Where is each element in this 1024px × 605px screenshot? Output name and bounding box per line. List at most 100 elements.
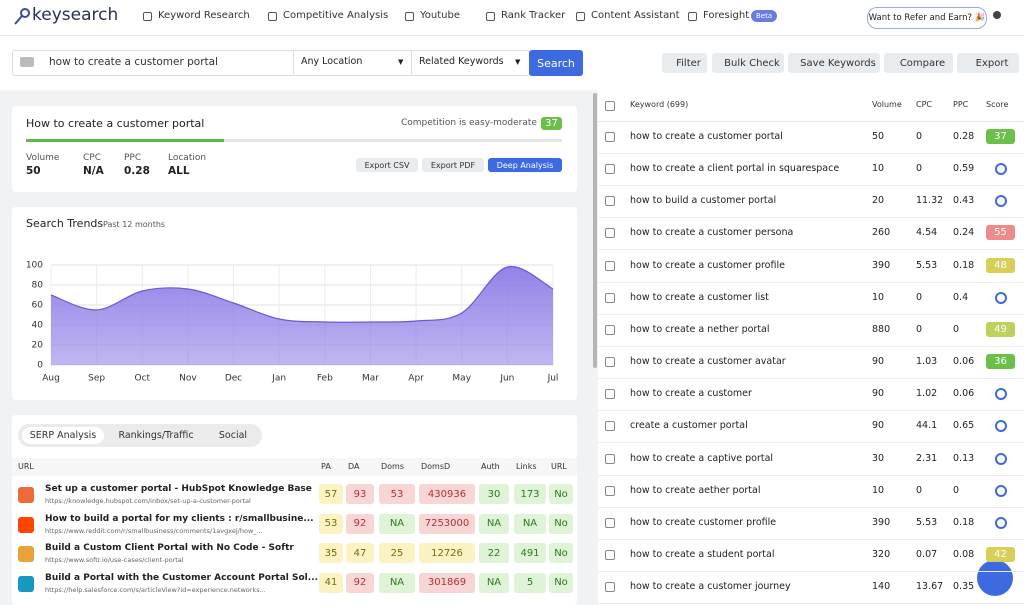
nav-item[interactable]: Rank Tracker <box>501 10 566 21</box>
score-search-icon[interactable] <box>995 388 1007 401</box>
score-search-icon[interactable] <box>995 163 1007 176</box>
nav-item[interactable]: Content Assistant <box>591 10 680 21</box>
divider <box>598 313 1024 315</box>
row-checkbox[interactable] <box>605 389 615 400</box>
result-title[interactable]: Set up a customer portal - HubSpot Knowl… <box>45 484 312 494</box>
mode-select[interactable]: Related Keywords <box>411 50 527 74</box>
row-checkbox[interactable] <box>605 292 615 303</box>
score-search-icon[interactable] <box>995 420 1007 433</box>
header-checkbox[interactable] <box>605 101 615 111</box>
score[interactable]: 37 <box>986 129 1015 144</box>
score[interactable]: 55 <box>986 225 1015 241</box>
keyword-metric: 0 <box>953 323 960 335</box>
row-checkbox[interactable] <box>605 357 615 368</box>
row-checkbox[interactable] <box>605 228 615 239</box>
y-tick-label: 20 <box>32 341 44 351</box>
serp-metric: 301869 <box>419 572 475 593</box>
score[interactable]: 42 <box>986 546 1015 562</box>
keyword-metric: 20 <box>872 195 885 207</box>
keyword-column[interactable]: Volume <box>872 100 902 109</box>
keyword[interactable]: how to create a customer profile <box>630 259 785 271</box>
keyword-column[interactable]: PPC <box>953 100 969 109</box>
score-search-icon[interactable] <box>995 291 1007 304</box>
score-search-icon[interactable] <box>995 516 1007 529</box>
x-tick-label: Aug <box>42 374 60 384</box>
tool-button[interactable]: Save Keywords <box>788 53 880 73</box>
folder-icon[interactable] <box>20 57 34 67</box>
nav-item[interactable]: Keyword Research <box>158 10 250 21</box>
x-tick-label: May <box>452 374 471 384</box>
keyword-metric: 50 <box>872 131 885 142</box>
tool-button[interactable]: Filter <box>662 53 707 73</box>
nav-item[interactable]: Foresight <box>703 10 750 21</box>
summary-title: How to create a customer portal <box>26 117 205 130</box>
keyword[interactable]: how to build a customer portal <box>630 195 777 207</box>
row-checkbox[interactable] <box>605 421 615 432</box>
keyword-metric: 0.06 <box>953 388 975 400</box>
keyword-metric: 90 <box>872 356 885 368</box>
nav-item[interactable]: Youtube <box>420 10 460 21</box>
score[interactable]: 36 <box>986 354 1015 370</box>
tool-button[interactable]: Compare <box>884 53 953 73</box>
divider <box>598 217 1024 219</box>
nav-item[interactable]: Competitive Analysis <box>283 10 389 21</box>
keyword[interactable]: how to create a captive portal <box>630 452 774 464</box>
keyword[interactable]: how to create customer profile <box>630 516 777 528</box>
score[interactable]: 49 <box>986 321 1015 337</box>
score-search-icon[interactable] <box>995 581 1007 594</box>
score-search-icon[interactable] <box>995 452 1007 465</box>
keyword[interactable]: how to create a customer persona <box>630 227 794 239</box>
row-checkbox[interactable] <box>605 132 615 142</box>
result-title[interactable]: Build a Portal with the Customer Account… <box>45 572 319 583</box>
keyword[interactable]: how to create a student portal <box>630 548 775 560</box>
row-checkbox[interactable] <box>605 549 615 560</box>
keyword[interactable]: how to create a customer portal <box>630 131 783 142</box>
location-select[interactable]: Any Location <box>293 50 409 74</box>
keyword-metric: 90 <box>872 420 885 432</box>
refer-button[interactable]: Want to Refer and Earn? 🎉 <box>867 7 987 29</box>
serp-metric: 7253000 <box>419 513 475 534</box>
row-checkbox[interactable] <box>605 324 615 335</box>
row-checkbox[interactable] <box>605 453 615 464</box>
progress-track <box>26 139 562 142</box>
keyword-metric: 0.28 <box>953 131 975 142</box>
keyword-metric: 0 <box>916 484 923 496</box>
tool-button[interactable]: Bulk Check <box>712 53 784 73</box>
keyword[interactable]: how to create a nether portal <box>630 323 770 335</box>
keyword-column[interactable]: CPC <box>916 100 932 109</box>
score[interactable]: 48 <box>986 257 1015 273</box>
brand[interactable]: keysearch <box>32 5 119 25</box>
search-button[interactable]: Search <box>529 50 583 76</box>
export-button[interactable]: Export CSV <box>356 158 418 172</box>
row-checkbox[interactable] <box>605 260 615 271</box>
keyword[interactable]: how to create a customer <box>630 388 752 400</box>
score-search-icon[interactable] <box>995 195 1007 208</box>
result-title[interactable]: How to build a portal for my clients : r… <box>45 513 314 524</box>
result-title[interactable]: Build a Custom Client Portal with No Cod… <box>45 543 294 553</box>
keyword[interactable]: how to create a customer journey <box>630 581 791 593</box>
chat-button[interactable] <box>977 560 1013 596</box>
query-input[interactable]: how to create a customer portal <box>49 56 218 68</box>
keyword[interactable]: how to create a client portal in squares… <box>630 163 840 175</box>
serp-tab[interactable]: Social <box>218 430 248 441</box>
row-checkbox[interactable] <box>605 517 615 528</box>
score-search-icon[interactable] <box>995 484 1007 497</box>
serp-tab[interactable]: SERP Analysis <box>22 427 104 444</box>
row-checkbox[interactable] <box>605 164 615 175</box>
user-menu[interactable] <box>993 11 1001 19</box>
keyword[interactable]: how to create a customer list <box>630 291 769 303</box>
row-checkbox[interactable] <box>605 582 615 593</box>
keyword[interactable]: create a customer portal <box>630 420 748 432</box>
export-button[interactable]: Deep Analysis <box>488 158 562 172</box>
scrollbar <box>593 93 597 368</box>
row-checkbox[interactable] <box>605 196 615 207</box>
keyword[interactable]: how to create aether portal <box>630 484 761 496</box>
export-button[interactable]: Export PDF <box>422 158 484 172</box>
serp-metric: No <box>549 543 573 563</box>
tool-button[interactable]: Export <box>957 53 1019 73</box>
keyword-metric: 390 <box>872 516 891 528</box>
serp-tab[interactable]: Rankings/Traffic <box>118 430 194 441</box>
keyword[interactable]: how to create a customer avatar <box>630 356 786 368</box>
row-checkbox[interactable] <box>605 485 615 496</box>
keyword-column[interactable]: Score <box>986 100 1009 109</box>
